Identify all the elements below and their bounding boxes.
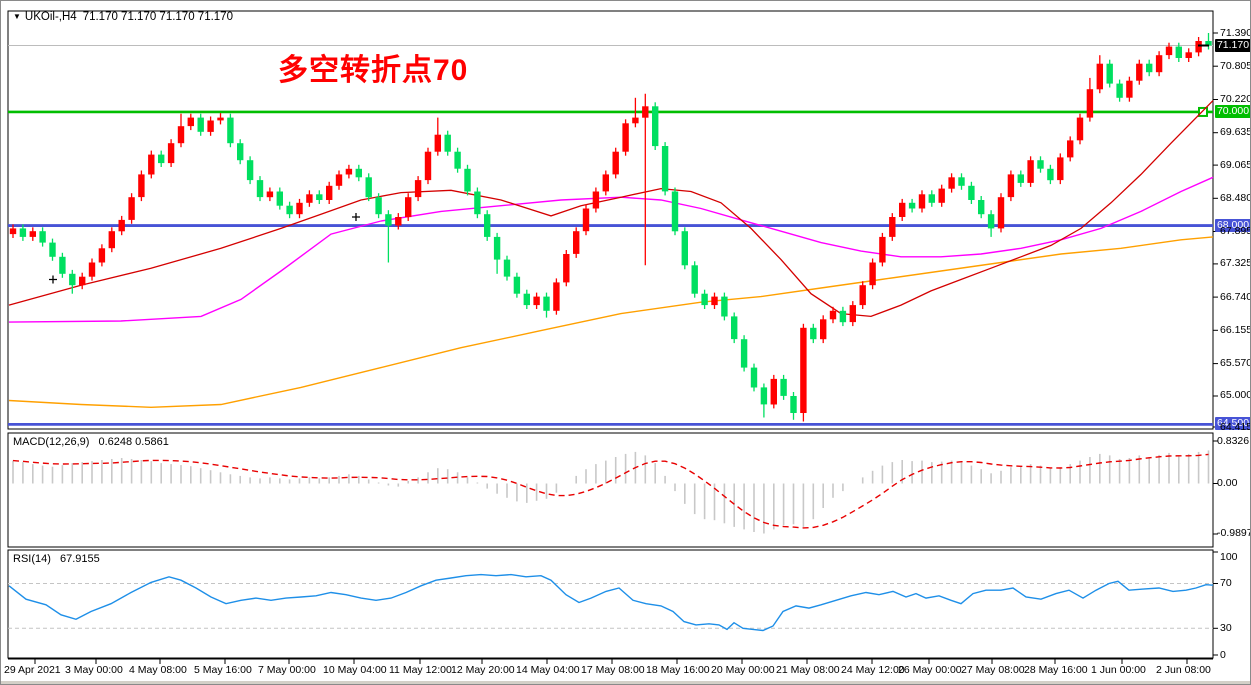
date-axis-label[interactable]: 2 Jun 08:00 bbox=[1156, 664, 1211, 676]
macd-label: MACD(12,26,9) bbox=[13, 436, 90, 448]
symbol-title: ▼ UKOil-,H4 71.170 71.170 71.170 71.170 bbox=[13, 11, 233, 23]
rsi-value: 67.9155 bbox=[59, 553, 100, 565]
date-axis-label[interactable]: 3 May 00:00 bbox=[65, 664, 123, 676]
date-axis-label[interactable]: 1 Jun 00:00 bbox=[1091, 664, 1146, 676]
date-axis-label[interactable]: 27 May 08:00 bbox=[961, 664, 1025, 676]
rsi-panel-content bbox=[8, 573, 1214, 632]
price-axis-tick[interactable]: 69.065 bbox=[1220, 158, 1251, 171]
price-axis-tick[interactable]: 66.155 bbox=[1220, 323, 1251, 336]
hline-70-handle[interactable] bbox=[1198, 106, 1208, 117]
symbol-timeframe-label: UKOil-,H4 bbox=[24, 11, 77, 23]
ohlc-quotes: 71.170 71.170 71.170 71.170 bbox=[82, 11, 233, 23]
rsi-axis-tick[interactable]: 100 bbox=[1220, 551, 1238, 563]
price-axis-tick[interactable]: 66.740 bbox=[1220, 290, 1251, 303]
date-axis-label[interactable]: 20 May 00:00 bbox=[711, 664, 775, 676]
doji-cross-marker bbox=[352, 213, 360, 221]
macd-axis-tick[interactable]: 0.8326 bbox=[1217, 434, 1250, 447]
hline-64_5-price-tag: 64.500 bbox=[1215, 416, 1250, 430]
price-axis-tick[interactable]: 67.895 bbox=[1220, 225, 1251, 238]
macd-axis-tick[interactable]: 0.00 bbox=[1217, 477, 1238, 489]
date-axis-label[interactable]: 21 May 08:00 bbox=[776, 664, 840, 676]
date-axis-label[interactable]: 11 May 12:00 bbox=[389, 664, 452, 676]
hline-70-price-tag: 70.000 bbox=[1215, 105, 1250, 119]
date-axis-label[interactable]: 17 May 08:00 bbox=[581, 664, 645, 676]
ma-red bbox=[8, 100, 1214, 318]
date-axis-label[interactable]: 24 May 12:00 bbox=[841, 664, 905, 676]
rsi-line bbox=[8, 573, 1214, 632]
rsi-axis-tick[interactable]: 0 bbox=[1220, 649, 1226, 661]
symbol-dropdown-icon[interactable]: ▼ bbox=[13, 12, 21, 21]
macd-values: 0.6248 0.5861 bbox=[98, 436, 169, 448]
date-axis-label[interactable]: 28 May 16:00 bbox=[1024, 664, 1088, 676]
macd-header: MACD(12,26,9) 0.6248 0.5861 bbox=[13, 436, 169, 448]
price-axis-tick[interactable]: 70.805 bbox=[1220, 59, 1251, 72]
date-axis-label[interactable]: 29 Apr 2021 bbox=[4, 664, 61, 676]
price-axis-tick[interactable]: 65.570 bbox=[1220, 357, 1251, 370]
date-axis-label[interactable]: 18 May 16:00 bbox=[646, 664, 710, 676]
candles-layer bbox=[9, 33, 1212, 422]
price-axis-tick[interactable]: 69.635 bbox=[1220, 126, 1251, 139]
rsi-label: RSI(14) bbox=[13, 553, 51, 565]
date-axis-label[interactable]: 4 May 08:00 bbox=[129, 664, 187, 676]
rsi-axis-tick[interactable]: 70 bbox=[1220, 577, 1232, 590]
window-bottom-edge bbox=[1, 681, 1250, 684]
doji-cross-marker bbox=[49, 275, 57, 284]
date-axis-label[interactable]: 26 May 00:00 bbox=[898, 664, 962, 676]
date-axis-label[interactable]: 12 May 20:00 bbox=[451, 664, 515, 676]
ma-magenta bbox=[8, 176, 1214, 323]
date-axis-label[interactable]: 5 May 16:00 bbox=[194, 664, 252, 676]
current-price-tag: 71.170 bbox=[1215, 38, 1250, 52]
macd-panel-content bbox=[12, 450, 1210, 534]
date-axis-label[interactable]: 7 May 00:00 bbox=[258, 664, 316, 676]
macd-signal-line bbox=[12, 453, 1209, 529]
hline-68-price-tag: 68.000 bbox=[1215, 219, 1250, 233]
date-axis-label[interactable]: 10 May 04:00 bbox=[323, 664, 387, 676]
price-axis-tick[interactable]: 67.325 bbox=[1220, 257, 1251, 270]
price-axis-tick[interactable]: 71.390 bbox=[1220, 26, 1251, 39]
rsi-axis-tick[interactable]: 30 bbox=[1220, 621, 1232, 634]
chart-text-annotation[interactable]: 多空转折点70 bbox=[278, 54, 469, 87]
rsi-header: RSI(14) 67.9155 bbox=[13, 553, 100, 565]
price-axis-tick[interactable]: 64.415 bbox=[1220, 421, 1251, 433]
macd-axis-tick[interactable]: -0.9897 bbox=[1217, 527, 1251, 540]
date-axis-label[interactable]: 14 May 04:00 bbox=[516, 664, 580, 676]
price-axis-tick[interactable]: 70.220 bbox=[1220, 92, 1251, 105]
ma-orange bbox=[8, 236, 1214, 409]
panel-frames bbox=[7, 10, 1214, 659]
price-axis-tick[interactable]: 65.000 bbox=[1220, 389, 1251, 402]
price-axis-tick[interactable]: 68.480 bbox=[1220, 191, 1251, 204]
